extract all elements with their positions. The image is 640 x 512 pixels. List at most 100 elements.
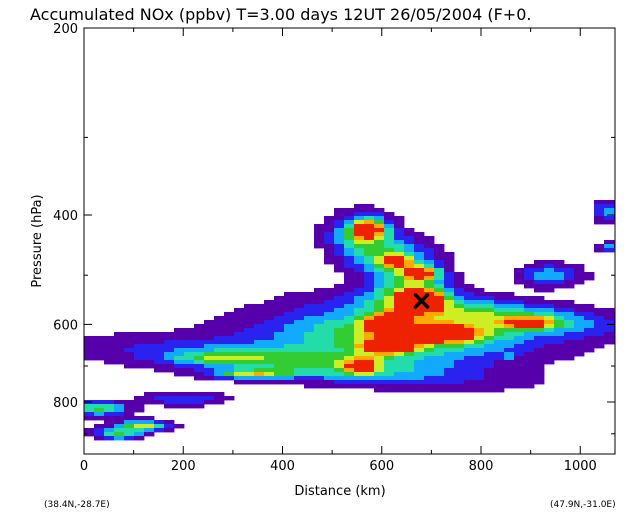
field-cell: [604, 308, 615, 313]
field-cell: [394, 308, 405, 313]
field-cell: [474, 336, 485, 341]
field-cell: [144, 396, 155, 401]
field-cell: [524, 328, 535, 333]
field-cell: [124, 436, 135, 441]
field-cell: [104, 336, 115, 341]
field-cell: [494, 348, 505, 353]
field-cell: [224, 344, 235, 349]
field-cell: [574, 264, 585, 269]
field-cell: [544, 324, 555, 329]
field-cell: [364, 304, 375, 309]
field-cell: [254, 304, 265, 309]
field-cell: [164, 352, 175, 357]
field-cell: [354, 336, 365, 341]
field-cell: [414, 312, 425, 317]
field-cell: [264, 328, 275, 333]
field-cell: [224, 360, 235, 365]
field-cell: [384, 272, 395, 277]
field-cell: [384, 384, 395, 389]
field-cell: [254, 364, 265, 369]
field-cell: [224, 376, 235, 381]
field-cell: [454, 376, 465, 381]
field-cell: [404, 248, 415, 253]
field-cell: [374, 384, 385, 389]
field-cell: [584, 344, 595, 349]
field-cell: [84, 336, 95, 341]
field-cell: [394, 328, 405, 333]
field-cell: [394, 256, 405, 261]
field-cell: [464, 372, 475, 377]
field-cell: [364, 232, 375, 237]
field-cell: [104, 356, 115, 361]
field-cell: [454, 316, 465, 321]
field-cell: [404, 252, 415, 257]
field-cell: [514, 280, 525, 285]
field-cell: [324, 380, 335, 385]
field-cell: [554, 308, 565, 313]
field-cell: [224, 312, 235, 317]
field-cell: [334, 264, 345, 269]
field-cell: [104, 420, 115, 425]
field-cell: [354, 324, 365, 329]
field-cell: [404, 304, 415, 309]
field-cell: [464, 356, 475, 361]
field-cell: [434, 332, 445, 337]
field-cell: [314, 304, 325, 309]
field-cell: [424, 324, 435, 329]
field-cell: [344, 212, 355, 217]
field-cell: [534, 280, 545, 285]
field-cell: [354, 384, 365, 389]
field-cell: [114, 404, 125, 409]
field-cell: [364, 300, 375, 305]
field-cell: [84, 356, 95, 361]
field-cell: [334, 296, 345, 301]
field-cell: [364, 228, 375, 233]
field-cell: [164, 364, 175, 369]
field-cell: [504, 360, 515, 365]
field-cell: [144, 348, 155, 353]
field-cell: [524, 272, 535, 277]
field-cell: [104, 400, 115, 405]
field-cell: [254, 336, 265, 341]
field-cell: [474, 292, 485, 297]
field-cell: [94, 356, 105, 361]
field-cell: [354, 292, 365, 297]
field-cell: [224, 332, 235, 337]
field-cell: [324, 288, 335, 293]
field-cell: [354, 244, 365, 249]
field-cell: [484, 344, 495, 349]
field-cell: [344, 252, 355, 257]
field-cell: [354, 276, 365, 281]
field-cell: [564, 340, 575, 345]
field-cell: [344, 240, 355, 245]
field-cell: [484, 332, 495, 337]
field-cell: [114, 408, 125, 413]
field-cell: [434, 264, 445, 269]
field-cell: [324, 228, 335, 233]
field-cell: [534, 356, 545, 361]
field-cell: [584, 324, 595, 329]
field-cell: [524, 276, 535, 281]
field-cell: [484, 384, 495, 389]
field-cell: [414, 388, 425, 393]
field-cell: [324, 372, 335, 377]
field-cell: [394, 284, 405, 289]
field-cell: [284, 312, 295, 317]
field-cell: [424, 304, 435, 309]
field-cell: [434, 356, 445, 361]
field-cell: [484, 376, 495, 381]
field-cell: [324, 292, 335, 297]
field-cell: [314, 360, 325, 365]
field-cell: [544, 352, 555, 357]
field-cell: [374, 312, 385, 317]
field-cell: [194, 324, 205, 329]
field-cell: [334, 236, 345, 241]
field-cell: [324, 376, 335, 381]
field-cell: [314, 236, 325, 241]
field-cell: [304, 380, 315, 385]
field-cell: [134, 340, 145, 345]
field-cell: [164, 428, 175, 433]
field-cell: [364, 272, 375, 277]
field-cell: [354, 360, 365, 365]
field-cell: [414, 288, 425, 293]
